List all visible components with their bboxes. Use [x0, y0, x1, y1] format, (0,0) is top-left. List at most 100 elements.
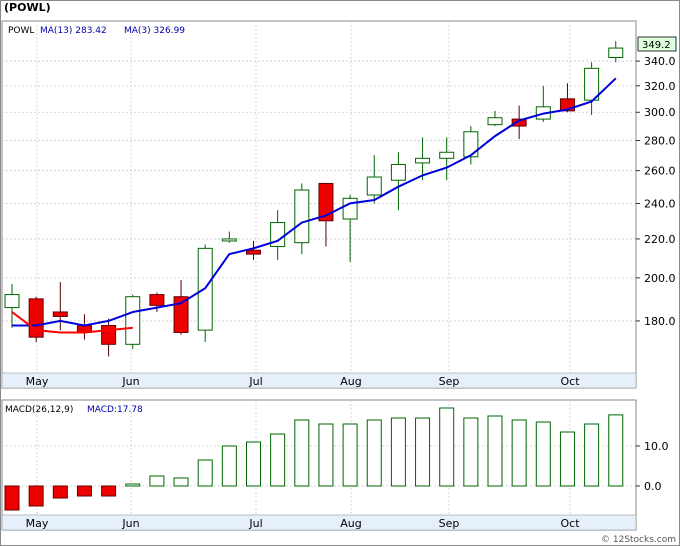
macd-bar-positive: [366, 419, 382, 487]
price-x-tick-label: May: [26, 375, 49, 388]
candle-body-up: [487, 117, 503, 126]
candle-body-up: [4, 294, 20, 309]
macd-bar-positive: [463, 417, 479, 487]
candle: [125, 294, 141, 350]
candle-body-down: [52, 311, 68, 317]
macd-x-tick-label: Jun: [121, 517, 139, 530]
macd-legend-title: MACD(26,12,9): [5, 405, 73, 415]
candle-body-down: [318, 182, 334, 222]
price-y-tick-label: 280.0: [644, 134, 676, 147]
candle-body-up: [439, 151, 455, 159]
candle: [439, 137, 455, 181]
candle: [390, 152, 406, 211]
copyright-text: © 12Stocks.com: [601, 535, 676, 545]
price-y-tick-label: 300.0: [644, 106, 676, 119]
macd-bars: [4, 407, 624, 511]
candles: [4, 41, 624, 357]
macd-bar-negative: [101, 485, 117, 497]
macd-bar-positive: [173, 477, 189, 487]
price-y-tick-label: 220.0: [644, 233, 676, 246]
candle-body-up: [390, 163, 406, 181]
price-x-tick-label: Jun: [121, 375, 139, 388]
macd-x-tick-label: Jul: [248, 517, 262, 530]
ma3-line: [11, 311, 133, 334]
macd-bar-positive: [511, 419, 527, 487]
macd-bar-positive: [415, 417, 431, 487]
macd-bar-positive: [390, 417, 406, 487]
candle-body-up: [584, 67, 600, 101]
candle-body-up: [294, 189, 310, 244]
candle: [511, 105, 527, 139]
macd-bar-positive: [559, 431, 575, 487]
legend-ticker: POWL: [8, 26, 34, 36]
candle-body-up: [608, 47, 624, 58]
macd-bar-positive: [608, 414, 624, 487]
price-x-tick-label: Aug: [340, 375, 361, 388]
price-y-tick-label: 200.0: [644, 272, 676, 285]
macd-x-tick-label: Sep: [439, 517, 460, 530]
price-y-tick-label: 320.0: [644, 80, 676, 93]
candle-body-down: [101, 325, 117, 345]
candle: [4, 284, 20, 328]
macd-bar-negative: [76, 485, 92, 497]
macd-y-tick-label: 0.0: [644, 480, 662, 493]
candle: [463, 126, 479, 165]
macd-bar-positive: [342, 423, 358, 487]
candle-body-up: [463, 131, 479, 158]
macd-bar-positive: [125, 483, 141, 487]
macd-x-tick-label: Oct: [560, 517, 580, 530]
candle-body-down: [246, 249, 261, 255]
macd-x-axis-band: [1, 514, 637, 531]
ticker-title: (POWL): [4, 1, 51, 14]
price-y-axis: 180.0 200.0 220.0 240.0 260.0 280.0 300.0 320.0…: [636, 55, 676, 328]
candle: [487, 110, 503, 127]
candle: [221, 231, 237, 243]
macd-bar-positive: [584, 423, 600, 487]
price-x-tick-label: Jul: [248, 375, 262, 388]
macd-bar-positive: [246, 441, 261, 487]
macd-bar-positive: [487, 415, 503, 487]
candle: [608, 41, 624, 63]
macd-bar-positive: [439, 407, 455, 487]
price-x-axis-band: [1, 372, 637, 389]
macd-bar-positive: [270, 433, 286, 487]
candle-body-down: [511, 118, 527, 127]
last-price-box: [637, 36, 677, 52]
macd-y-axis: 0.0 10.0: [636, 440, 669, 493]
candle-body-down: [149, 294, 165, 306]
price-x-tick-label: Sep: [439, 375, 460, 388]
candle: [52, 282, 68, 331]
price-y-tick-label: 340.0: [644, 55, 676, 68]
macd-x-tick-label: Aug: [340, 517, 361, 530]
macd-bar-positive: [149, 475, 165, 487]
candle: [197, 244, 213, 342]
macd-bar-positive: [294, 419, 310, 487]
price-y-tick-label: 260.0: [644, 165, 676, 178]
macd-bar-positive: [535, 421, 551, 487]
macd-bar-negative: [28, 485, 44, 507]
ma13-line: [12, 77, 617, 327]
macd-legend-value: MACD:17.78: [87, 405, 143, 415]
candle-body-up: [221, 238, 237, 242]
candle: [246, 240, 261, 260]
candle: [415, 137, 431, 181]
macd-bar-positive: [318, 423, 334, 487]
macd-bar-negative: [52, 485, 68, 499]
candle-body-up: [415, 157, 431, 164]
price-y-tick-label: 180.0: [644, 315, 676, 328]
candle: [173, 279, 189, 335]
legend-ma3: MA(3) 326.99: [124, 26, 185, 36]
candle: [366, 155, 382, 204]
candle-body-up: [125, 296, 141, 345]
candle: [294, 183, 310, 255]
macd-bar-positive: [197, 459, 213, 487]
macd-y-tick-label: 10.0: [644, 440, 669, 453]
legend-ma13: MA(13) 283.42: [40, 26, 107, 36]
last-price-label: 349.2: [642, 40, 671, 51]
macd-x-axis: May Jun Jul Aug Sep Oct: [26, 517, 581, 530]
price-x-axis: May Jun Jul Aug Sep Oct: [26, 375, 581, 388]
candle-body-up: [342, 197, 358, 220]
candle-body-down: [173, 296, 189, 333]
candle-body-up: [366, 176, 382, 196]
